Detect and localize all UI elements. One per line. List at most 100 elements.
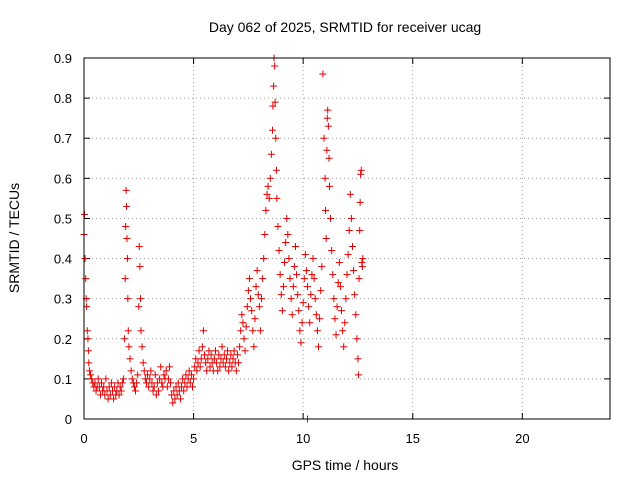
y-tick-label: 0.4	[54, 252, 72, 267]
data-point	[254, 291, 262, 299]
data-point	[218, 343, 226, 351]
data-point	[185, 367, 193, 375]
data-point	[271, 62, 279, 70]
data-point	[253, 267, 261, 275]
data-point	[157, 363, 165, 371]
data-point	[282, 239, 290, 247]
data-point	[353, 335, 361, 343]
data-point	[198, 343, 206, 351]
data-point	[123, 255, 131, 263]
data-point	[284, 230, 292, 238]
data-point	[335, 259, 343, 267]
data-point	[127, 367, 135, 375]
data-point	[238, 311, 246, 319]
x-axis-label: GPS time / hours	[292, 457, 399, 473]
data-point	[150, 383, 158, 391]
data-point	[122, 222, 130, 230]
data-point	[117, 387, 125, 395]
data-point	[333, 303, 341, 311]
data-point	[158, 379, 166, 387]
data-point	[202, 359, 210, 367]
data-point	[339, 327, 347, 335]
data-point	[123, 235, 131, 242]
data-point	[274, 222, 282, 230]
data-point	[188, 383, 196, 391]
data-point	[164, 375, 172, 383]
data-point	[116, 383, 124, 391]
data-point	[222, 355, 230, 363]
data-point	[269, 102, 277, 110]
data-point	[235, 359, 243, 367]
data-point	[296, 327, 304, 335]
data-point	[219, 359, 227, 367]
data-point	[193, 367, 201, 375]
data-point	[228, 363, 236, 371]
data-point	[256, 327, 264, 335]
data-point	[341, 319, 349, 327]
data-point	[252, 283, 260, 291]
data-point	[298, 319, 306, 327]
data-point	[207, 351, 215, 359]
data-point	[309, 255, 317, 263]
data-point	[210, 355, 218, 363]
data-point	[199, 327, 207, 335]
data-point	[323, 114, 331, 122]
data-point	[276, 271, 284, 279]
data-point	[260, 255, 268, 263]
data-point	[206, 363, 214, 371]
data-point	[137, 327, 145, 335]
data-point	[261, 230, 269, 238]
data-point	[325, 154, 333, 162]
y-tick-label: 0.6	[54, 171, 72, 186]
data-point	[328, 247, 336, 255]
data-point	[133, 379, 141, 387]
data-point	[82, 275, 90, 283]
data-point	[310, 275, 318, 283]
data-point	[155, 387, 163, 395]
data-point	[249, 327, 257, 335]
y-tick-label: 0.8	[54, 91, 72, 106]
data-point	[258, 295, 266, 303]
x-tick-label: 0	[80, 431, 87, 446]
data-point	[279, 283, 287, 291]
data-point	[91, 379, 99, 387]
data-point	[229, 355, 237, 363]
data-point	[250, 343, 258, 351]
data-point	[146, 375, 154, 383]
data-point	[107, 379, 115, 387]
data-point	[318, 263, 326, 271]
data-point	[352, 311, 360, 319]
data-point	[236, 343, 244, 351]
data-point	[187, 371, 195, 379]
data-point	[355, 275, 363, 283]
x-tick-label: 20	[515, 431, 529, 446]
data-point	[126, 355, 134, 363]
data-point	[294, 291, 302, 299]
data-point	[323, 146, 331, 154]
data-point	[262, 206, 270, 214]
data-point	[123, 202, 131, 210]
data-point	[243, 303, 251, 311]
data-point	[239, 319, 247, 327]
data-point	[83, 327, 91, 335]
data-point	[205, 347, 213, 355]
data-point	[317, 287, 325, 295]
data-point	[329, 271, 337, 279]
data-point	[343, 271, 351, 279]
data-point	[121, 335, 129, 343]
data-point	[285, 255, 293, 263]
data-point	[277, 291, 285, 299]
y-tick-label: 0	[65, 412, 72, 427]
data-point	[180, 387, 188, 395]
data-point	[263, 190, 271, 198]
data-point	[297, 339, 305, 347]
y-tick-label: 0.7	[54, 131, 72, 146]
data-point	[124, 327, 132, 335]
data-point	[312, 311, 320, 319]
y-tick-label: 0.5	[54, 211, 72, 226]
y-axis-label: SRMTID / TECUs	[6, 183, 22, 293]
data-point	[233, 351, 241, 359]
data-point	[244, 287, 252, 295]
y-tick-label: 0.9	[54, 51, 72, 66]
